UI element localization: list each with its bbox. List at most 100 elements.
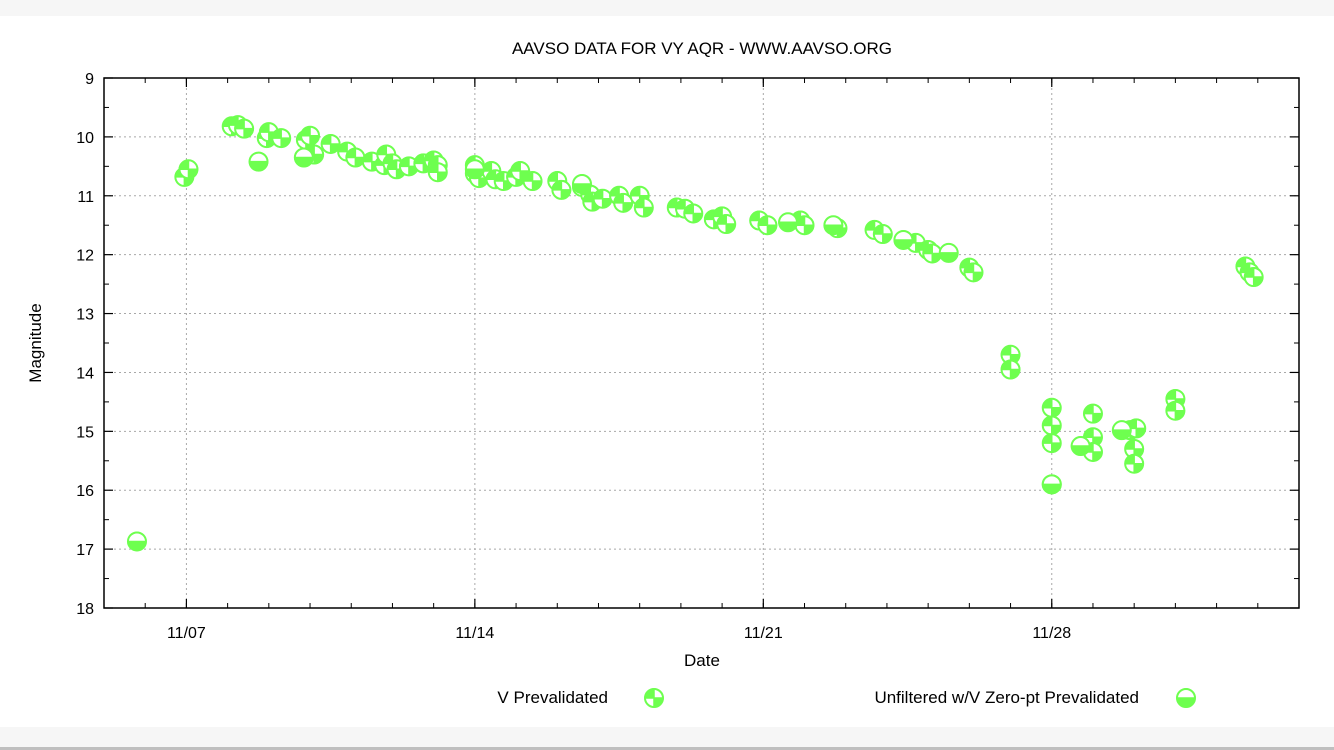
marker-outline	[644, 688, 664, 708]
marker-quarter	[1042, 425, 1052, 435]
data-point-unfiltered	[1041, 474, 1062, 495]
marker-quarter	[873, 234, 883, 244]
data-point-unfiltered	[248, 151, 269, 172]
marker-quarter	[552, 189, 562, 199]
data-point-v-prevalidated	[1124, 439, 1145, 459]
marker-quarter	[1092, 442, 1102, 452]
marker-outline	[893, 229, 914, 250]
marker-outline	[178, 159, 199, 180]
chart-title: AAVSO DATA FOR VY AQR - WWW.AAVSO.ORG	[512, 39, 892, 58]
marker-quarter	[179, 169, 189, 179]
marker-quarter	[486, 179, 496, 189]
marker-quarter	[272, 138, 282, 148]
data-point-v-prevalidated	[757, 215, 778, 236]
data-point-unfiltered	[572, 174, 592, 194]
marker-quarter	[281, 129, 291, 139]
marker-outline	[572, 174, 592, 194]
marker-quarter	[1001, 369, 1011, 379]
marker-quarter	[520, 162, 530, 172]
marker-quarter	[614, 202, 624, 212]
y-axis-title: Magnitude	[26, 303, 45, 382]
marker-outline	[1176, 688, 1196, 708]
marker-quarter	[362, 161, 372, 171]
bottom-border	[0, 747, 1334, 750]
marker-quarter	[804, 216, 814, 226]
data-point-v-prevalidated	[794, 215, 815, 236]
marker-outline	[1124, 453, 1145, 474]
marker-quarter	[684, 213, 694, 223]
marker-quarter	[767, 216, 777, 226]
chart-canvas: 9 10 11 12 13 14 15 16 17 18 11/07 11/14 11/21 11/28…	[26, 39, 1300, 708]
marker-quarter	[667, 207, 677, 217]
marker-quarter	[330, 134, 340, 144]
data-point-unfiltered	[778, 212, 799, 233]
marker-quarter	[643, 198, 653, 208]
marker-outline	[126, 531, 147, 552]
marker-quarter	[623, 193, 633, 203]
marker-quarter	[1134, 454, 1144, 464]
marker-quarter	[375, 165, 385, 175]
marker-quarter	[1166, 410, 1176, 420]
data-point-v-prevalidated	[1082, 403, 1103, 424]
marker-quarter	[346, 157, 356, 167]
marker-outline	[1000, 359, 1021, 380]
marker-outline	[1165, 400, 1186, 421]
legend-marker-unfiltered	[1176, 688, 1196, 708]
marker-quarter	[795, 225, 805, 235]
y-tick-label: 18	[76, 601, 94, 618]
marker-outline	[551, 179, 572, 200]
marker-outline	[872, 224, 893, 245]
marker-quarter	[1253, 268, 1263, 278]
marker-outline	[757, 215, 778, 236]
marker-quarter	[437, 163, 447, 173]
marker-quarter	[523, 181, 533, 191]
legend-label-v-prevalidated: V Prevalidated	[497, 688, 608, 707]
marker-quarter	[507, 176, 517, 186]
data-point-unfiltered	[464, 159, 485, 180]
y-tick-label: 16	[76, 483, 94, 500]
marker-quarter	[1010, 345, 1020, 355]
marker-outline	[613, 192, 634, 213]
marker-outline	[778, 212, 799, 233]
marker-quarter	[726, 215, 736, 225]
y-tick-label: 17	[76, 542, 94, 559]
marker-outline	[716, 214, 737, 235]
marker-quarter	[634, 207, 644, 217]
marker-quarter	[386, 145, 396, 155]
marker-outline	[300, 125, 321, 146]
marker-quarter	[722, 207, 732, 217]
marker-quarter	[964, 272, 974, 282]
data-point-unfiltered	[938, 242, 959, 263]
top-band	[0, 0, 1334, 16]
x-tick-label: 11/28	[1032, 625, 1071, 642]
data-point-v-prevalidated	[361, 151, 382, 172]
data-point-v-prevalidated	[493, 171, 514, 192]
data-point-unfiltered	[1070, 436, 1091, 457]
marker-outline	[522, 171, 543, 192]
legend-marker-v-prevalidated	[644, 688, 664, 708]
marker-quarter	[338, 151, 348, 161]
data-point-v-prevalidated	[234, 118, 255, 139]
marker-quarter	[1175, 389, 1185, 399]
y-tick-label: 14	[76, 365, 94, 382]
x-tick-labels: 11/07 11/14 11/21 11/28	[167, 625, 1071, 642]
data-point-v-prevalidated	[963, 262, 984, 283]
marker-quarter	[310, 126, 320, 136]
marker-outline	[248, 151, 269, 172]
marker-outline	[683, 203, 704, 224]
marker-quarter	[1134, 440, 1144, 449]
legend-symbol	[644, 688, 664, 708]
x-axis-title: Date	[684, 651, 720, 670]
data-point-v-prevalidated	[716, 214, 737, 235]
marker-outline	[1041, 433, 1062, 454]
legend-symbol	[1176, 688, 1196, 708]
y-tick-labels: 9 10 11 12 13 14 15 16 17 18	[76, 71, 94, 618]
data-point-v-prevalidated	[345, 147, 366, 168]
marker-outline	[510, 161, 531, 182]
y-tick-label: 13	[76, 307, 94, 324]
marker-quarter	[1051, 416, 1061, 426]
marker-quarter	[1042, 443, 1052, 453]
legend: V Prevalidated Unfiltered w/V Zero-pt Pr…	[497, 688, 1196, 708]
data-point-v-prevalidated	[522, 171, 543, 192]
marker-quarter	[428, 172, 438, 182]
